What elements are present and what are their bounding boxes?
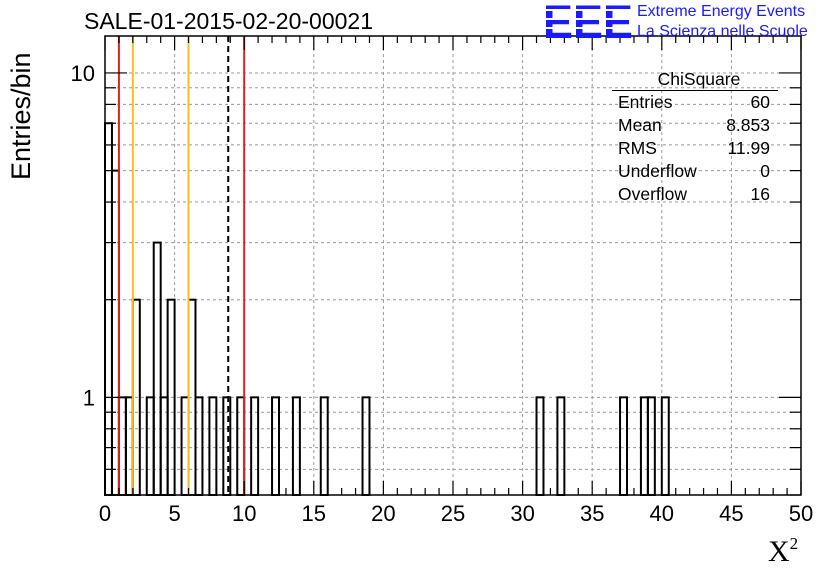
stats-value: 8.853 bbox=[726, 115, 770, 135]
stats-row-entries: Entries 60 bbox=[612, 91, 778, 114]
x-tick-label: 5 bbox=[168, 501, 180, 526]
stats-row-mean: Mean 8.853 bbox=[612, 114, 778, 137]
stats-title: ChiSquare bbox=[612, 68, 778, 91]
stats-row-overflow: Overflow 16 bbox=[612, 183, 778, 206]
histogram-bin bbox=[110, 169, 120, 496]
stats-label: Underflow bbox=[618, 161, 697, 181]
stats-label: Entries bbox=[618, 92, 673, 112]
y-axis-label: Entries/bin bbox=[6, 52, 36, 180]
logo-tagline: Extreme Energy Events La Scienza nelle S… bbox=[637, 2, 808, 42]
stats-value: 60 bbox=[750, 92, 770, 112]
x-tick-label: 50 bbox=[789, 501, 813, 526]
stats-row-underflow: Underflow 0 bbox=[612, 160, 778, 183]
x-tick-label: 45 bbox=[719, 501, 743, 526]
x-tick-label: 20 bbox=[371, 501, 395, 526]
run-title: SALE-01-2015-02-20-00021 bbox=[84, 8, 373, 34]
x-axis-label-superscript: 2 bbox=[789, 534, 799, 553]
logo-line-1: Extreme Energy Events bbox=[637, 3, 806, 20]
stats-value: 16 bbox=[750, 184, 770, 204]
stats-label: Overflow bbox=[618, 184, 688, 204]
x-axis-label: X2 bbox=[768, 534, 798, 569]
stats-value: 0 bbox=[760, 161, 770, 181]
x-tick-label: 15 bbox=[302, 501, 326, 526]
x-tick-label: 10 bbox=[232, 501, 256, 526]
stats-rows: Entries 60 Mean 8.853 RMS 11.99 Underflow 0 Over… bbox=[612, 91, 778, 206]
logo-letters: EEE bbox=[543, 0, 633, 42]
stats-value: 11.99 bbox=[727, 138, 771, 158]
x-tick-label: 30 bbox=[510, 501, 534, 526]
histogram-bin bbox=[152, 241, 162, 496]
x-tick-label: 35 bbox=[580, 501, 604, 526]
logo-line-2: La Scienza nelle Scuole bbox=[637, 23, 808, 40]
histogram-bin bbox=[104, 122, 113, 497]
x-tick-label: 40 bbox=[650, 501, 674, 526]
x-tick-label: 25 bbox=[441, 501, 465, 526]
x-tick-label: 0 bbox=[99, 501, 111, 526]
y-tick-label: 1 bbox=[83, 385, 95, 410]
y-tick-label: 10 bbox=[71, 61, 95, 86]
x-axis-label-base: X bbox=[768, 535, 790, 568]
stats-label: RMS bbox=[618, 138, 657, 158]
eee-logo: EEE bbox=[543, 0, 633, 42]
stats-label: Mean bbox=[618, 115, 662, 135]
stats-row-rms: RMS 11.99 bbox=[612, 137, 778, 160]
stats-box: ChiSquare Entries 60 Mean 8.853 RMS 11.99 Unde… bbox=[612, 68, 778, 206]
